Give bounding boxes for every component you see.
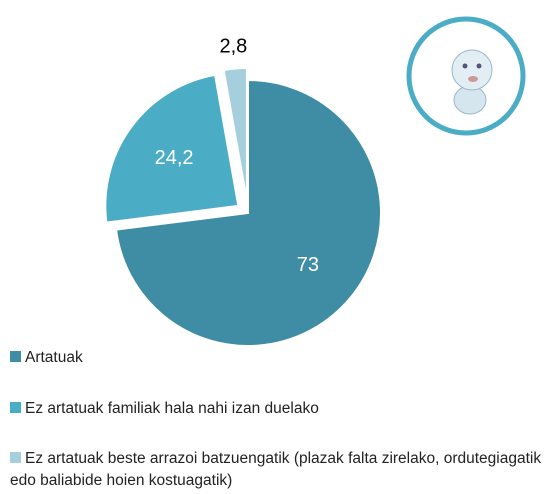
baby-icon (409, 19, 523, 133)
data-label: 24,2 (155, 147, 194, 169)
legend-entry: Ez artatuak familiak hala nahi izan duel… (10, 398, 544, 420)
data-label: 73 (297, 254, 319, 276)
legend-label: Artatuak (25, 349, 83, 366)
legend-swatch (10, 351, 21, 362)
legend-entry: Ez artatuak beste arrazoi batzuengatik (… (10, 448, 544, 492)
page: {"chart_data": {"type": "pie", "categori… (0, 0, 544, 494)
legend-label: Ez artatuak beste arrazoi batzuengatik (… (10, 450, 541, 489)
data-label: 2,8 (219, 36, 247, 58)
legend-entry: Artatuak (10, 347, 544, 369)
legend-swatch (10, 402, 21, 413)
legend-swatch (10, 452, 21, 463)
legend-label: Ez artatuak familiak hala nahi izan duel… (25, 400, 319, 417)
